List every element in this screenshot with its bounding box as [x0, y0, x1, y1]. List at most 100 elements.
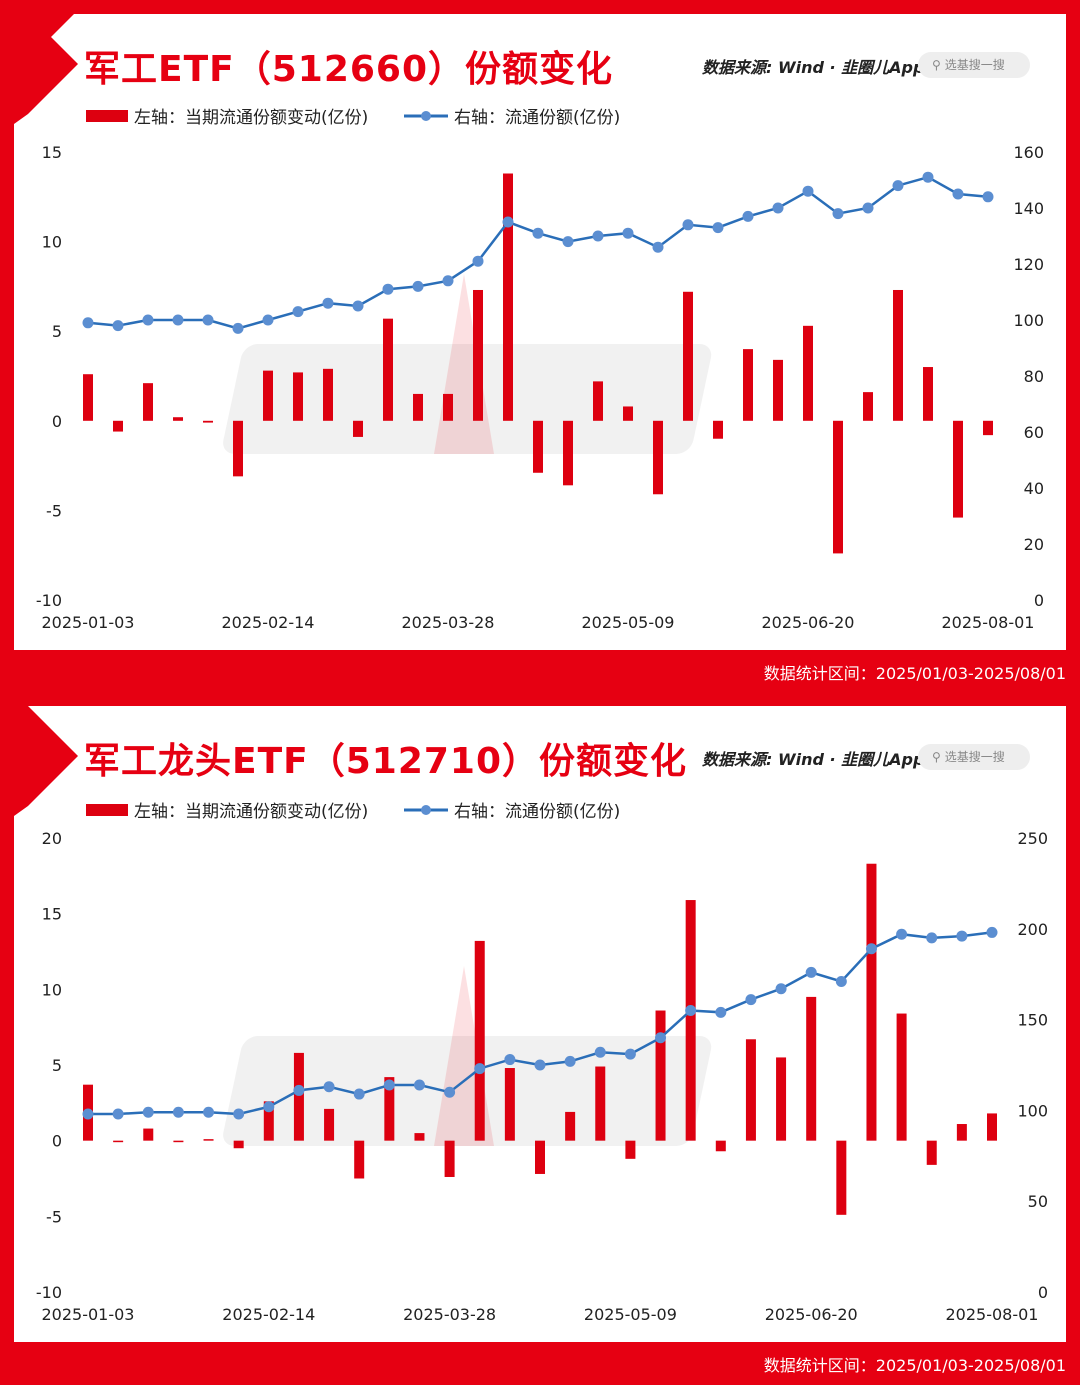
share-point	[82, 317, 94, 329]
share-point	[865, 943, 877, 955]
left-axis-tick-label: 5	[52, 322, 62, 341]
share-point	[353, 1088, 365, 1100]
bar	[143, 1128, 154, 1141]
share-point	[474, 1063, 486, 1075]
bar	[593, 381, 603, 421]
share-point	[772, 202, 784, 214]
share-point	[712, 222, 724, 234]
legend-bar-swatch	[86, 804, 128, 816]
bar	[595, 1066, 606, 1141]
bar	[473, 289, 483, 421]
share-point	[262, 314, 274, 326]
bar	[623, 406, 633, 421]
right-axis-tick-label: 200	[1017, 920, 1048, 939]
share-point	[652, 241, 664, 253]
bar	[414, 1133, 425, 1141]
share-point	[775, 983, 787, 995]
left-axis-tick-label: -10	[36, 591, 62, 610]
source-label: 数据来源: Wind · 韭圈儿App	[702, 58, 925, 77]
bar	[324, 1108, 335, 1141]
right-axis-tick-label: 120	[1013, 255, 1044, 274]
bar	[715, 1140, 726, 1152]
bar	[743, 349, 753, 421]
bar	[806, 996, 817, 1141]
bar	[533, 420, 543, 473]
search-box[interactable]: ⚲ 选基搜一搜	[918, 52, 1030, 78]
right-axis-tick-label: 140	[1013, 199, 1044, 218]
chart-title: 军工ETF（512660）份额变化	[84, 49, 614, 90]
bar	[863, 392, 873, 421]
share-point	[472, 255, 484, 267]
bar	[233, 420, 243, 477]
bar	[293, 1052, 304, 1141]
share-point	[263, 1101, 275, 1113]
legend: 左轴：当期流通份额变动(亿份) 右轴：流通份额(亿份)	[86, 108, 620, 128]
search-placeholder: 选基搜一搜	[944, 58, 1005, 72]
share-point	[655, 1032, 667, 1044]
chart-title: 军工龙头ETF（512710）份额变化	[84, 741, 688, 782]
legend-line-marker	[421, 111, 431, 121]
search-icon: ⚲	[932, 750, 941, 764]
left-axis-tick-label: 20	[42, 829, 62, 848]
share-point	[352, 300, 364, 312]
legend: 左轴：当期流通份额变动(亿份) 右轴：流通份额(亿份)	[86, 802, 620, 822]
bar	[953, 420, 963, 518]
share-point	[532, 227, 544, 239]
share-point	[323, 1081, 335, 1093]
legend-line-label: 右轴：流通份额(亿份)	[454, 802, 620, 822]
bar	[384, 1077, 395, 1141]
bar	[685, 900, 696, 1141]
bar	[173, 417, 183, 421]
share-point	[112, 1108, 124, 1120]
right-axis-tick-label: 150	[1017, 1011, 1048, 1030]
share-point	[82, 1108, 94, 1120]
bar	[383, 318, 393, 421]
share-point	[142, 1106, 154, 1118]
left-axis-tick-label: 0	[52, 412, 62, 431]
watermark-shape	[223, 1036, 712, 1146]
right-axis-tick-label: 80	[1024, 367, 1044, 386]
share-point	[112, 320, 124, 332]
right-axis-tick-label: 20	[1024, 535, 1044, 554]
bar	[203, 420, 213, 423]
right-axis-tick-label: 60	[1024, 423, 1044, 442]
share-point	[862, 202, 874, 214]
bar	[143, 383, 153, 421]
share-point	[232, 322, 244, 334]
legend-bar-label: 左轴：当期流通份额变动(亿份)	[134, 108, 368, 128]
share-point	[952, 188, 964, 200]
bar	[713, 420, 723, 439]
x-axis-tick-label: 2025-05-09	[584, 1305, 677, 1324]
date-range-footer: 数据统计区间：2025/01/03-2025/08/01	[763, 664, 1066, 683]
left-axis-tick-label: 10	[42, 980, 62, 999]
bar	[354, 1140, 365, 1179]
legend-line-marker	[421, 805, 431, 815]
bar	[203, 1139, 214, 1141]
date-range-footer: 数据统计区间：2025/01/03-2025/08/01	[763, 1356, 1066, 1375]
right-axis-tick-label: 50	[1028, 1192, 1048, 1211]
share-point	[442, 275, 454, 287]
corner-arrow-decoration	[14, 14, 78, 124]
share-point	[805, 966, 817, 978]
watermark-shape	[223, 344, 712, 454]
x-axis-tick-label: 2025-08-01	[946, 1305, 1039, 1324]
share-point	[624, 1048, 636, 1060]
watermark-logo	[223, 1036, 712, 1146]
share-point	[802, 185, 814, 197]
bar	[474, 940, 485, 1141]
share-point	[564, 1055, 576, 1067]
bar	[503, 173, 513, 421]
right-axis-tick-label: 250	[1017, 829, 1048, 848]
share-point	[504, 1054, 516, 1066]
bar	[233, 1140, 244, 1149]
share-point	[594, 1046, 606, 1058]
bar	[323, 368, 333, 421]
share-point	[534, 1059, 546, 1071]
share-point	[202, 314, 214, 326]
x-axis-tick-label: 2025-01-03	[42, 613, 135, 632]
share-point	[233, 1108, 245, 1120]
bar	[833, 420, 843, 554]
search-box[interactable]: ⚲ 选基搜一搜	[918, 744, 1030, 770]
share-point	[986, 926, 998, 938]
